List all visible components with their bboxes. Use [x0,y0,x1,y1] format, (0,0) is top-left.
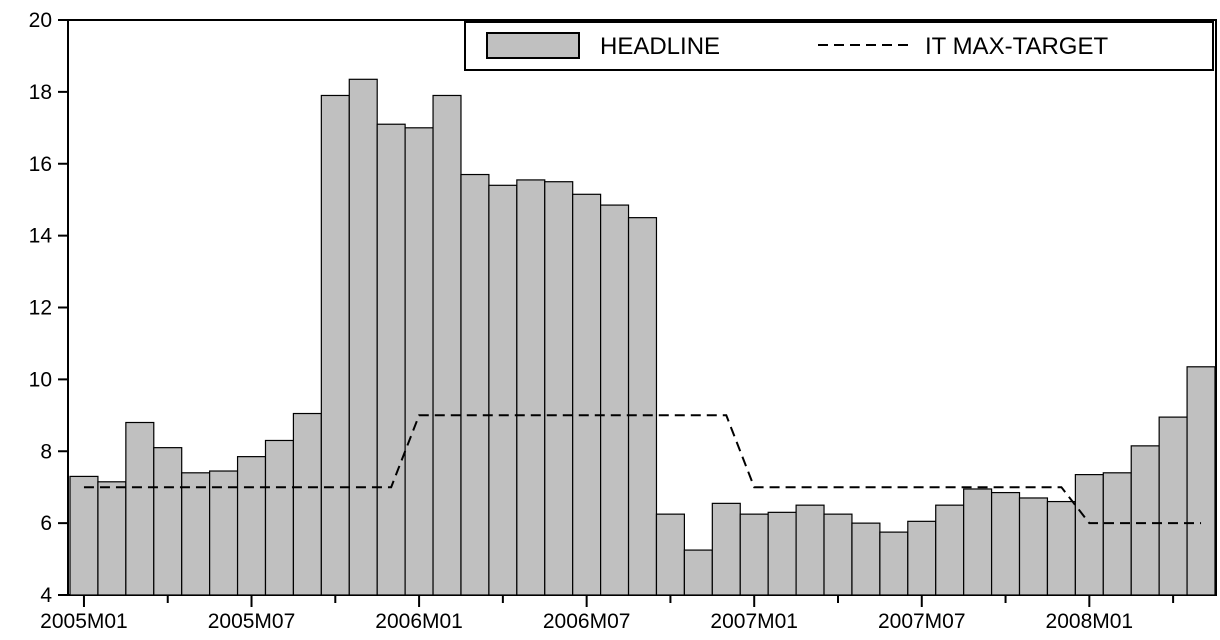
bar-2007m07 [907,520,937,596]
bar-2006m07 [572,193,602,596]
bar-2005m11 [348,78,378,596]
bar-2005m10 [320,94,350,596]
x-tick-label-2006m07: 2006M07 [543,610,631,633]
bar-2007m12 [1046,500,1076,596]
y-tick-label-12: 12 [29,297,52,320]
bar-2006m10 [655,513,685,596]
bar-2005m01 [69,475,99,596]
y-tick-label-20: 20 [29,9,52,32]
bar-2007m08 [935,504,965,596]
y-tick-label-8: 8 [40,440,52,463]
bar-2008m05 [1186,366,1216,596]
bar-2006m09 [627,217,658,596]
bar-2007m06 [879,531,909,596]
bar-2007m02 [767,511,797,596]
bar-2006m05 [516,179,546,596]
y-axis: 4 6 8 10 12 14 16 18 20 [29,9,68,607]
bar-2006m01 [404,127,434,596]
x-tick-label-2005m01: 2005M01 [40,610,128,633]
target-line [83,414,1202,525]
bar-2007m05 [851,522,881,596]
bar-2005m05 [181,472,211,596]
legend: HEADLINE IT MAX-TARGET [464,21,1214,71]
x-axis: 2005M01 2005M07 2006M01 2006M07 2007M01 2007M… [40,595,1175,633]
bar-2006m12 [711,502,741,596]
target-line-layer [83,414,1202,525]
x-tick-label-2007m01: 2007M01 [710,610,798,633]
bar-2005m06 [209,470,239,596]
bar-2005m04 [153,447,183,596]
bar-2006m02 [432,94,462,596]
bar-2007m09 [963,488,993,596]
bar-2005m12 [376,123,406,596]
bar-2006m04 [488,184,518,596]
y-tick-label-14: 14 [29,225,53,248]
bar-2008m03 [1130,445,1160,596]
bar-2005m07 [236,456,267,596]
bar-2007m01 [739,513,769,596]
bar-2008m01 [1074,474,1104,596]
x-tick-label-2008m01: 2008M01 [1046,610,1134,633]
bar-2006m06 [544,181,574,596]
bar-2007m10 [990,491,1021,596]
legend-headline-swatch [486,32,580,59]
y-tick-label-18: 18 [29,81,52,104]
bars-layer [69,78,1216,596]
bar-2005m03 [125,421,155,596]
x-tick-label-2006m01: 2006M01 [375,610,463,633]
bar-2007m04 [823,513,853,596]
bar-2005m09 [292,412,322,596]
x-tick-label-2005m07: 2005M07 [208,610,296,633]
bar-2005m02 [97,481,127,596]
bar-2008m02 [1102,472,1132,596]
x-tick-label-2007m07: 2007M07 [878,610,966,633]
bar-2008m04 [1158,416,1188,596]
legend-headline-label: HEADLINE [600,33,720,60]
y-tick-label-6: 6 [40,512,52,535]
y-tick-label-10: 10 [29,368,52,391]
bar-2007m11 [1018,497,1049,596]
legend-target-label: IT MAX-TARGET [925,33,1108,60]
bar-2007m03 [795,504,825,596]
bar-2006m11 [683,549,713,596]
y-tick-label-4: 4 [40,584,52,607]
bar-2006m03 [460,173,490,596]
y-tick-label-16: 16 [29,153,52,176]
bar-2006m08 [600,204,630,596]
bar-2005m08 [264,439,295,596]
